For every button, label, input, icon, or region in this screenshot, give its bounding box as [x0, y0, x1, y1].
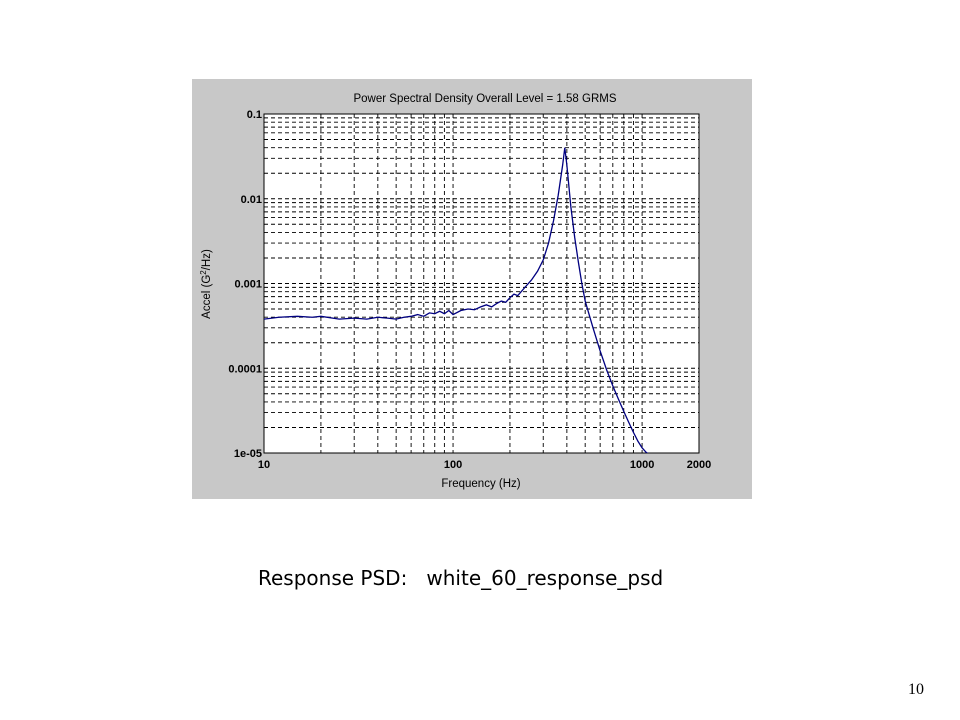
x-tick-label: 100 [444, 459, 462, 471]
psd-chart: Power Spectral Density Overall Level = 1… [199, 93, 712, 490]
y-tick-label: 1e-05 [234, 448, 262, 460]
tick-labels: 1e-05 0.0001 0.001 0.01 0.1 10 100 1000 2000 [228, 109, 711, 471]
y-tick-label: 0.001 [234, 279, 262, 291]
page-number: 10 [908, 681, 924, 698]
y-tick-label: 0.0001 [228, 363, 262, 375]
x-tick-label: 2000 [687, 459, 711, 471]
psd-series-line [264, 147, 649, 453]
grid-lines [264, 114, 699, 453]
y-tick-label: 0.1 [247, 109, 262, 121]
series-layer [264, 147, 649, 453]
y-axis-label: Accel (G2/Hz) [199, 249, 214, 319]
x-tick-label: 1000 [630, 459, 654, 471]
caption-value: white_60_response_psd [426, 566, 664, 590]
slide-caption: Response PSD: white_60_response_psd [258, 566, 663, 590]
chart-title: Power Spectral Density Overall Level = 1… [353, 93, 616, 105]
caption-label: Response PSD: [258, 566, 408, 590]
x-tick-label: 10 [258, 459, 270, 471]
x-axis-label: Frequency (Hz) [441, 478, 520, 490]
y-tick-label: 0.01 [241, 194, 262, 206]
chart-figure-panel: Power Spectral Density Overall Level = 1… [192, 79, 752, 499]
